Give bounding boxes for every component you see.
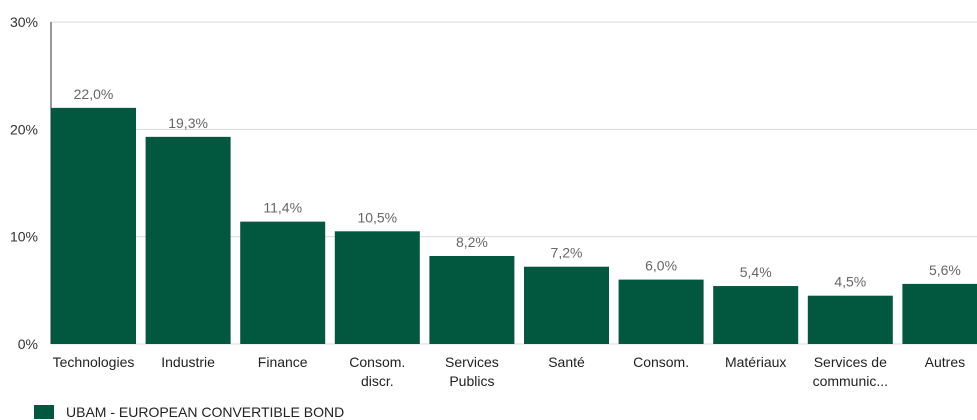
data-label: 5,6% [929,262,961,278]
legend: UBAM - EUROPEAN CONVERTIBLE BOND [34,404,344,420]
x-category-label-line: Autres [925,354,965,370]
bar [807,295,893,344]
x-category-label-line: discr. [361,373,394,389]
x-category-label: Industrie [161,354,215,370]
data-label: 8,2% [456,234,488,250]
data-label: 4,5% [834,274,866,290]
x-category-label-line: Matériaux [725,354,786,370]
x-category-label-line: Publics [449,373,494,389]
y-tick-label: 20% [10,121,38,137]
x-category-label: Consom. [633,354,689,370]
data-label: 6,0% [645,258,677,274]
x-category-label: Services de communic... [813,354,888,389]
x-category-label: Santé [548,354,585,370]
x-category-label-line: Technologies [53,354,135,370]
bar [240,221,326,344]
x-category-label-line: Services [445,354,499,370]
x-category-label-line: Santé [548,354,585,370]
bar [524,266,609,344]
y-tick-label: 10% [10,229,38,245]
x-category-label: Services Publics [445,354,499,389]
y-tick-label: 0% [18,336,38,352]
bar [429,255,515,344]
x-category-label-line: Services de [814,354,887,370]
x-category-label-line: Industrie [161,354,215,370]
bar [145,136,231,344]
bar [902,283,977,344]
x-category-label-line: Consom. [349,354,405,370]
x-category-label-line: communic... [813,373,888,389]
data-label: 5,4% [740,264,772,280]
data-label: 11,4% [263,200,302,216]
bar [51,107,136,344]
x-category-label: Finance [258,354,308,370]
y-tick-label: 30% [10,14,38,30]
x-category-label-line: Consom. [633,354,689,370]
x-category-label: Consom. discr. [349,354,405,389]
x-category-label-line: Finance [258,354,308,370]
legend-label: UBAM - EUROPEAN CONVERTIBLE BOND [66,404,345,420]
x-category-label: Autres [925,354,965,370]
data-label: 7,2% [551,245,583,261]
legend-swatch [34,405,54,419]
x-category-label: Technologies [53,354,135,370]
bar [713,286,799,344]
x-category-label: Matériaux [725,354,786,370]
data-label: 19,3% [168,115,208,131]
data-label: 22,0% [74,86,114,102]
bar [618,279,704,344]
data-label: 10,5% [357,209,397,225]
bar [334,231,420,344]
